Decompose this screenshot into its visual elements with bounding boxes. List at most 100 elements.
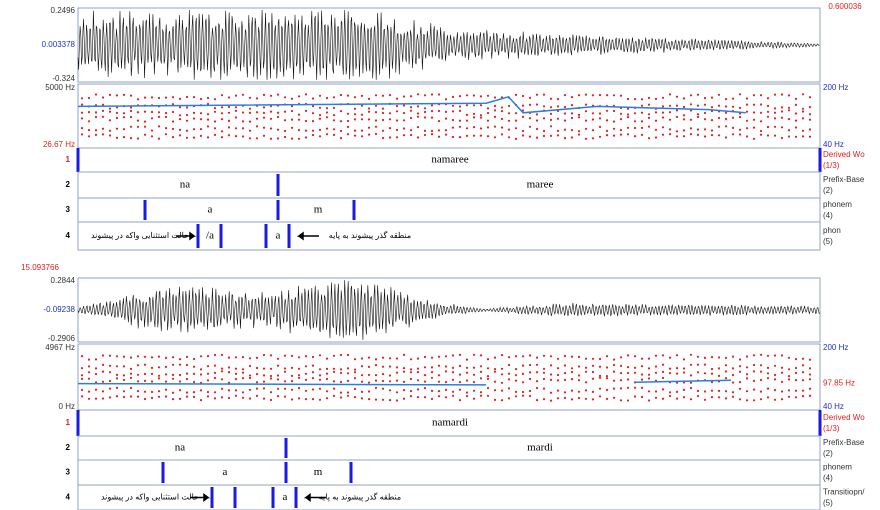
formant-dot <box>591 94 595 97</box>
formant-dot <box>262 126 266 129</box>
formant-dot <box>199 112 203 115</box>
formant-dot <box>430 133 434 136</box>
formant-dot <box>241 368 245 371</box>
formant-dot <box>731 367 735 370</box>
formant-dot <box>598 93 602 97</box>
formant-dot <box>332 354 336 357</box>
formant-dot <box>248 397 252 400</box>
formant-dot <box>465 134 469 137</box>
formant-dot <box>472 389 476 392</box>
formant-dot <box>507 372 511 375</box>
formant-dot <box>682 97 686 100</box>
formant-dot <box>234 135 238 138</box>
formant-dot <box>745 103 749 106</box>
formant-dot <box>696 363 700 366</box>
formant-dot <box>346 125 350 128</box>
formant-dot <box>661 397 665 400</box>
formant-dot <box>374 386 378 389</box>
formant-dot <box>752 363 756 367</box>
formant-dot <box>220 130 224 133</box>
formant-dot <box>339 371 343 375</box>
formant-dot <box>115 116 119 120</box>
formant-dot <box>374 119 378 122</box>
tier-name: Derived Wo <box>823 150 865 159</box>
formant-dot <box>367 356 371 359</box>
formant-dot <box>318 398 322 401</box>
formant-dot <box>640 111 644 114</box>
formant-dot <box>171 127 175 130</box>
formant-dot <box>409 106 413 109</box>
formant-dot <box>556 379 560 382</box>
formant-dot <box>290 118 294 121</box>
formant-dot <box>626 354 630 357</box>
formant-dot <box>108 379 112 383</box>
formant-dot <box>486 126 490 129</box>
tier-name: Prefix-Base <box>823 175 865 184</box>
formant-dot <box>388 112 392 115</box>
formant-dot <box>185 129 189 132</box>
formant-dot <box>374 132 378 136</box>
formant-dot <box>185 355 189 358</box>
formant-dot <box>549 364 553 367</box>
formant-dot <box>549 118 553 121</box>
formant-dot <box>724 356 728 359</box>
formant-dot <box>556 397 560 400</box>
formant-dot <box>696 133 700 136</box>
formant-dot <box>269 110 273 113</box>
formant-dot <box>227 366 231 369</box>
formant-dot <box>724 111 728 114</box>
formant-dot <box>430 93 434 96</box>
formant-dot <box>367 373 371 376</box>
formant-dot <box>801 93 805 96</box>
formant-dot <box>346 133 350 136</box>
formant-dot <box>710 356 714 359</box>
freq-min: 0 Hz <box>59 402 75 411</box>
formant-dot <box>234 116 238 119</box>
formant-dot <box>612 127 616 130</box>
formant-dot <box>661 105 665 108</box>
formant-dot <box>696 113 700 116</box>
formant-dot <box>668 118 672 121</box>
tier-number: 1 <box>66 418 71 427</box>
formant-dot <box>143 120 147 123</box>
formant-dot <box>122 128 126 131</box>
formant-dot <box>444 396 448 399</box>
formant-dot <box>409 133 413 137</box>
formant-dot <box>479 370 483 373</box>
formant-dot <box>689 398 693 401</box>
formant-dot <box>388 365 392 368</box>
formant-dot <box>696 93 700 96</box>
formant-dot <box>108 119 112 122</box>
formant-dot <box>87 377 91 380</box>
formant-dot <box>234 94 238 97</box>
formant-dot <box>213 376 217 380</box>
formant-dot <box>794 366 798 370</box>
formant-dot <box>220 353 224 356</box>
formant-dot <box>115 127 119 130</box>
formant-dot <box>437 364 441 367</box>
formant-dot <box>598 125 602 128</box>
formant-dot <box>787 375 791 378</box>
formant-dot <box>759 364 763 367</box>
formant-dot <box>276 137 280 140</box>
pitch-min: 40 Hz <box>823 402 844 411</box>
formant-dot <box>563 105 567 109</box>
formant-dot <box>577 113 581 116</box>
formant-dot <box>738 398 742 401</box>
formant-dot <box>283 129 287 133</box>
formant-dot <box>640 104 644 107</box>
formant-dot <box>164 388 168 391</box>
formant-dot <box>619 387 623 390</box>
formant-dot <box>283 380 287 383</box>
formant-dot <box>668 391 672 394</box>
formant-dot <box>220 112 224 115</box>
formant-dot <box>577 116 581 119</box>
tier <box>77 459 821 486</box>
formant-dot <box>801 135 805 138</box>
formant-dot <box>248 388 252 391</box>
formant-dot <box>710 106 714 109</box>
formant-dot <box>563 364 567 367</box>
formant-dot <box>150 366 154 369</box>
formant-dot <box>269 137 273 140</box>
formant-dot <box>570 378 574 381</box>
